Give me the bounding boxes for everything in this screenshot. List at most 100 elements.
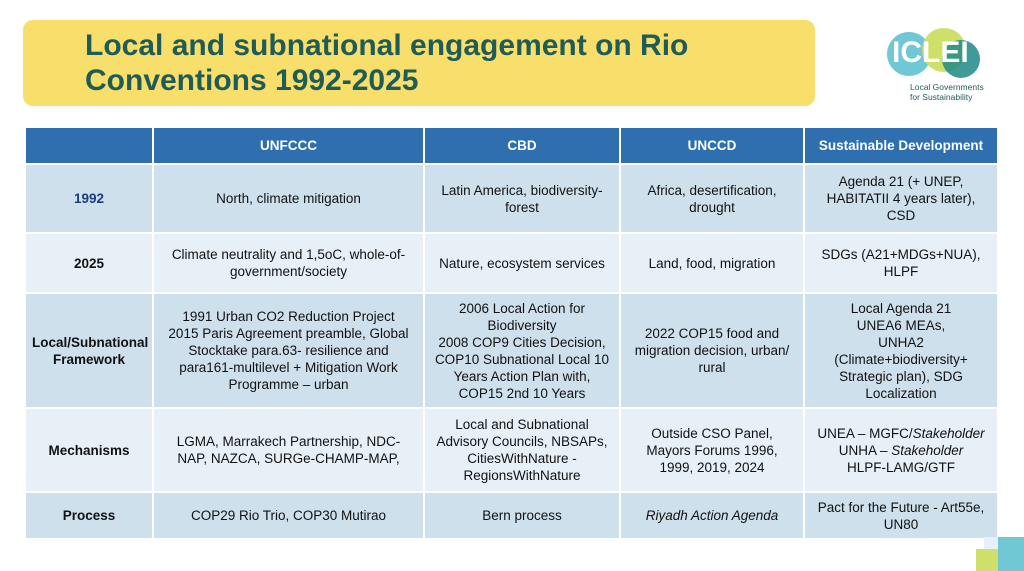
cell-line: Local and Subnational: [455, 417, 589, 432]
table-cell: COP29 Rio Trio, COP30 Mutirao: [152, 491, 425, 540]
cell-line: Localization: [865, 385, 937, 401]
conventions-table: UNFCCC CBD UNCCD Sustainable Development…: [24, 126, 999, 540]
cell-line: Land, food, migration: [648, 255, 776, 271]
page-title-line2: Conventions 1992-2025: [85, 64, 419, 97]
corner-decoration: [960, 531, 1024, 571]
cell-line: COP15 2nd 10 Years: [458, 385, 586, 401]
cell-line: HLPF-LAMG/GTF: [846, 459, 955, 475]
row-label-process: Process: [24, 491, 154, 540]
table-row: Mechanisms LGMA, Marrakech Partnership, …: [24, 407, 999, 493]
cell-line: rural: [698, 360, 726, 375]
cell-line: forest: [505, 199, 539, 215]
cell-line: LGMA, Marrakech Partnership, NDC-: [176, 434, 401, 449]
cell-line: COP29 Rio Trio, COP30 Mutirao: [190, 508, 387, 523]
cell-line: Biodiversity: [487, 317, 557, 333]
iclei-logo: ICLEI Local Governments for Sustainabili…: [882, 26, 992, 112]
cell-text-italic: Stakeholder: [891, 442, 964, 458]
header-cell-empty: [24, 126, 154, 165]
cell-line: Pact for the Future - Art55e,: [817, 499, 985, 515]
row-label-2025: 2025: [24, 232, 154, 294]
table-cell: Riyadh Action Agenda: [619, 491, 805, 540]
table-cell: Nature, ecosystem services: [423, 232, 621, 294]
cell-line: 1991 Urban CO2 Reduction Project: [182, 309, 395, 324]
cell-line: Bern process: [482, 508, 562, 523]
table-cell: Bern process: [423, 491, 621, 540]
cell-line: Africa, desertification,: [647, 182, 777, 198]
cell-line: HABITATII 4 years later), CSD: [826, 191, 976, 223]
cell-line: Latin America, biodiversity-: [441, 182, 603, 198]
cell-line: SDGs (A21+MDGs+NUA),: [821, 247, 981, 262]
cell-line: Riyadh Action Agenda: [645, 508, 779, 523]
cell-line: drought: [689, 199, 735, 215]
logo-subtitle-line2: for Sustainability: [910, 92, 973, 102]
cell-line: (Climate+biodiversity+: [834, 351, 968, 367]
table-cell: Outside CSO Panel, Mayors Forums 1996, 1…: [619, 407, 805, 493]
cell-line: COP10 Subnational Local 10: [434, 351, 610, 367]
cell-line: 2008 COP9 Cities Decision,: [438, 334, 606, 350]
logo-subtitle: Local Governments for Sustainability: [910, 82, 1000, 102]
cell-line: Mayors Forums 1996,: [646, 442, 778, 458]
title-banner: Local and subnational engagement on Rio …: [23, 20, 815, 106]
row-label-line: Local/Subnational: [32, 334, 149, 350]
cell-line: UN80: [883, 516, 919, 532]
header-cell-unfccc: UNFCCC: [152, 126, 425, 165]
table-cell: North, climate mitigation: [152, 163, 425, 234]
page-title-line1: Local and subnational engagement on Rio: [85, 29, 689, 62]
table-row: 2025 Climate neutrality and 1,5oC, whole…: [24, 232, 999, 294]
cell-line: para161-multilevel + Mitigation Work: [179, 360, 398, 375]
cell-text: UNHA –: [838, 442, 892, 458]
row-label-mechanisms: Mechanisms: [24, 407, 154, 493]
cell-line: North, climate mitigation: [216, 191, 361, 206]
table-cell: Africa, desertification, drought: [619, 163, 805, 234]
row-label-local-subnational-framework: Local/Subnational Framework: [24, 292, 154, 409]
table-row: 1992 North, climate mitigation Latin Ame…: [24, 163, 999, 234]
table-cell: UNEA – MGFC/Stakeholder UNHA – Stakehold…: [803, 407, 999, 493]
corner-square-pale: [984, 537, 998, 549]
cell-line: UNEA – MGFC/Stakeholder: [811, 425, 991, 442]
cell-line: Local Agenda 21: [850, 300, 952, 316]
table-cell: 2022 COP15 food and migration decision, …: [619, 292, 805, 409]
cell-line: Programme – urban: [228, 377, 349, 392]
logo-circle-teal: [942, 40, 980, 78]
cell-line: 2022 COP15 food and: [644, 326, 780, 341]
cell-line: UNHA – Stakeholder: [811, 442, 991, 459]
cell-line: 2015 Paris Agreement preamble, Global: [168, 326, 409, 341]
table-cell: Pact for the Future - Art55e, UN80: [803, 491, 999, 540]
cell-text: UNEA – MGFC/: [817, 425, 913, 441]
cell-line: NAP, NAZCA, SURGe-CHAMP-MAP,: [177, 451, 400, 466]
cell-line: Outside CSO Panel,: [651, 425, 773, 441]
page-title: Local and subnational engagement on Rio …: [85, 28, 805, 98]
cell-line: Years Action Plan with,: [453, 368, 591, 384]
cell-line: 2006 Local Action for: [458, 300, 586, 316]
cell-line: Strategic plan), SDG: [839, 368, 963, 384]
cell-line: 1999, 2019, 2024: [659, 459, 765, 475]
table-cell: 2006 Local Action for Biodiversity 2008 …: [423, 292, 621, 409]
corner-square-aqua: [998, 537, 1024, 571]
table-cell: Land, food, migration: [619, 232, 805, 294]
cell-line: Stocktake para.63- resilience and: [188, 343, 389, 358]
cell-line: HLPF: [883, 264, 919, 279]
table-cell: Local Agenda 21 UNEA6 MEAs, UNHA2 (Clima…: [803, 292, 999, 409]
corner-square-lime: [976, 549, 998, 571]
row-label-line: Framework: [52, 351, 126, 367]
table-header-row: UNFCCC CBD UNCCD Sustainable Development: [24, 126, 999, 165]
cell-line: CitiesWithNature -: [467, 451, 577, 466]
header-cell-unccd: UNCCD: [619, 126, 805, 165]
table-cell: Latin America, biodiversity-forest: [423, 163, 621, 234]
table-row: Process COP29 Rio Trio, COP30 Mutirao Be…: [24, 491, 999, 540]
cell-line: migration decision, urban/: [634, 343, 790, 358]
table-cell: LGMA, Marrakech Partnership, NDC- NAP, N…: [152, 407, 425, 493]
header-cell-sustainable-development: Sustainable Development: [803, 126, 999, 165]
cell-line: Advisory Councils, NBSAPs,: [436, 434, 608, 449]
cell-line: Nature, ecosystem services: [439, 255, 605, 271]
cell-line: UNEA6 MEAs,: [856, 317, 946, 333]
cell-line: UNHA2: [878, 334, 924, 350]
table-cell: Agenda 21 (+ UNEP, HABITATII 4 years late…: [803, 163, 999, 234]
cell-line: government/society: [229, 264, 348, 279]
header-cell-cbd: CBD: [423, 126, 621, 165]
table-cell: 1991 Urban CO2 Reduction Project 2015 Pa…: [152, 292, 425, 409]
table-row: Local/Subnational Framework 1991 Urban C…: [24, 292, 999, 409]
cell-text-italic: Stakeholder: [912, 425, 985, 441]
table-cell: Climate neutrality and 1,5oC, whole-of-g…: [152, 232, 425, 294]
logo-wordmark: ICLEI: [892, 36, 969, 69]
